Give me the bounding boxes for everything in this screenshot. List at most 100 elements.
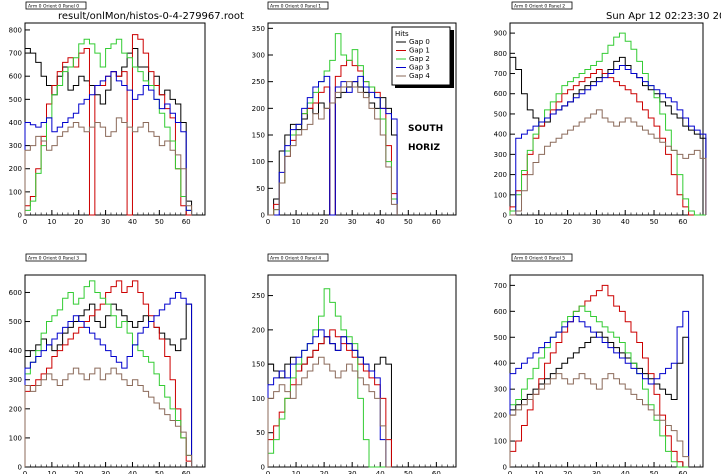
legend-label-3: Gap 3	[409, 64, 430, 72]
y-tick-label: 100	[9, 188, 22, 196]
series-4-line	[509, 373, 690, 467]
panel-title-box	[511, 1, 573, 10]
series-4-line	[24, 117, 193, 215]
x-tick-label: 20	[563, 470, 572, 474]
legend-box	[391, 26, 451, 86]
y-tick-label: 200	[9, 165, 22, 173]
panel-title: Arm 0 Orient 0 Panel 1	[270, 4, 321, 10]
y-tick-label: 150	[252, 361, 265, 369]
y-tick-label: 500	[9, 96, 22, 104]
x-tick-label: 60	[432, 218, 441, 226]
x-tick-label: 50	[404, 470, 413, 474]
y-tick-label: 500	[494, 110, 507, 118]
x-tick-label: 50	[404, 218, 413, 226]
x-tick-label: 0	[266, 470, 270, 474]
series-0-line	[509, 56, 707, 215]
series-4-line	[510, 109, 707, 216]
x-tick-label: 0	[266, 218, 270, 226]
x-tick-label: 20	[320, 218, 329, 226]
x-tick-label: 20	[563, 218, 572, 226]
file-path: result/onlMon/histos-0-4-279967.root	[58, 11, 244, 22]
y-tick-label: 300	[9, 376, 22, 384]
legend-label-0: Gap 0	[409, 38, 430, 46]
y-tick-label: 100	[494, 191, 507, 199]
y-tick-label: 150	[252, 132, 265, 140]
x-tick-label: 20	[74, 470, 83, 474]
series-0-line	[267, 336, 392, 467]
series-3-line	[24, 291, 193, 467]
y-tick-label: 400	[9, 119, 22, 127]
y-tick-label: 100	[9, 434, 22, 442]
x-tick-label: 60	[432, 470, 441, 474]
legend-shadow-bottom	[395, 85, 454, 88]
y-tick-label: 100	[252, 395, 265, 403]
y-tick-label: 0	[18, 464, 22, 472]
series-2-line	[24, 280, 193, 467]
x-tick-label: 60	[182, 470, 191, 474]
y-tick-label: 200	[9, 405, 22, 413]
y-tick-label: 50	[256, 185, 265, 193]
x-tick-label: 10	[292, 218, 301, 226]
x-tick-label: 60	[182, 218, 191, 226]
x-tick-label: 10	[292, 470, 301, 474]
x-tick-label: 40	[621, 470, 630, 474]
y-tick-label: 300	[252, 52, 265, 60]
series-0-line	[24, 303, 193, 467]
y-tick-label: 200	[252, 105, 265, 113]
x-tick-label: 0	[508, 470, 512, 474]
y-tick-label: 800	[9, 26, 22, 34]
y-tick-label: 0	[18, 212, 22, 220]
y-tick-label: 600	[9, 289, 22, 297]
series-1-line	[509, 284, 689, 468]
panel-title: Arm 0 Orient 0 Panel 5	[514, 256, 565, 262]
x-tick-label: 30	[348, 218, 357, 226]
annotation-south: SOUTH	[408, 124, 443, 134]
x-tick-label: 30	[101, 218, 110, 226]
x-tick-label: 40	[376, 470, 385, 474]
series-4-line	[267, 356, 392, 468]
x-tick-label: 40	[128, 218, 137, 226]
plot-frame	[267, 22, 457, 216]
x-tick-label: 50	[650, 470, 659, 474]
y-tick-label: 700	[494, 70, 507, 78]
x-tick-label: 0	[23, 218, 27, 226]
series-4-line	[24, 367, 193, 467]
y-tick-label: 400	[494, 360, 507, 368]
series-1-line	[24, 34, 192, 216]
y-tick-label: 700	[494, 282, 507, 290]
series-4-line	[268, 81, 398, 216]
x-tick-label: 10	[534, 470, 543, 474]
y-tick-label: 500	[9, 318, 22, 326]
x-tick-label: 60	[678, 218, 687, 226]
series-3-line	[267, 329, 392, 468]
y-tick-label: 600	[494, 308, 507, 316]
y-tick-label: 600	[9, 73, 22, 81]
panel-4: Arm 0 Orient 0 Panel 4 0 10 20 30 40 50 60 0 50 10…	[252, 253, 457, 474]
legend-shadow	[450, 30, 454, 88]
legend-label-4: Gap 4	[409, 72, 430, 80]
y-tick-label: 600	[494, 90, 507, 98]
series-0-line	[268, 81, 398, 216]
y-tick-label: 200	[494, 412, 507, 420]
panel-title-box	[25, 253, 87, 262]
x-tick-label: 40	[376, 218, 385, 226]
panel-3: Arm 0 Orient 0 Panel 30 10 20 30 40 50 6001002…	[9, 253, 206, 474]
y-tick-label: 200	[252, 326, 265, 334]
series-2-line	[509, 305, 689, 468]
y-tick-label: 250	[252, 78, 265, 86]
y-tick-label: 50	[256, 429, 265, 437]
series-3-line	[510, 64, 707, 216]
legend-label-2: Gap 2	[409, 55, 430, 63]
x-tick-label: 50	[155, 218, 164, 226]
x-tick-label: 0	[23, 470, 27, 474]
y-tick-label: 300	[494, 386, 507, 394]
y-tick-label: 0	[503, 464, 507, 472]
y-tick-label: 300	[9, 142, 22, 150]
y-tick-label: 0	[261, 212, 265, 220]
panel-5: Arm 0 Orient 0 Panel 50 10 20 30 40 50 6001002…	[494, 253, 704, 474]
series-3-line	[24, 71, 193, 215]
y-tick-label: 400	[494, 131, 507, 139]
y-tick-label: 100	[494, 438, 507, 446]
